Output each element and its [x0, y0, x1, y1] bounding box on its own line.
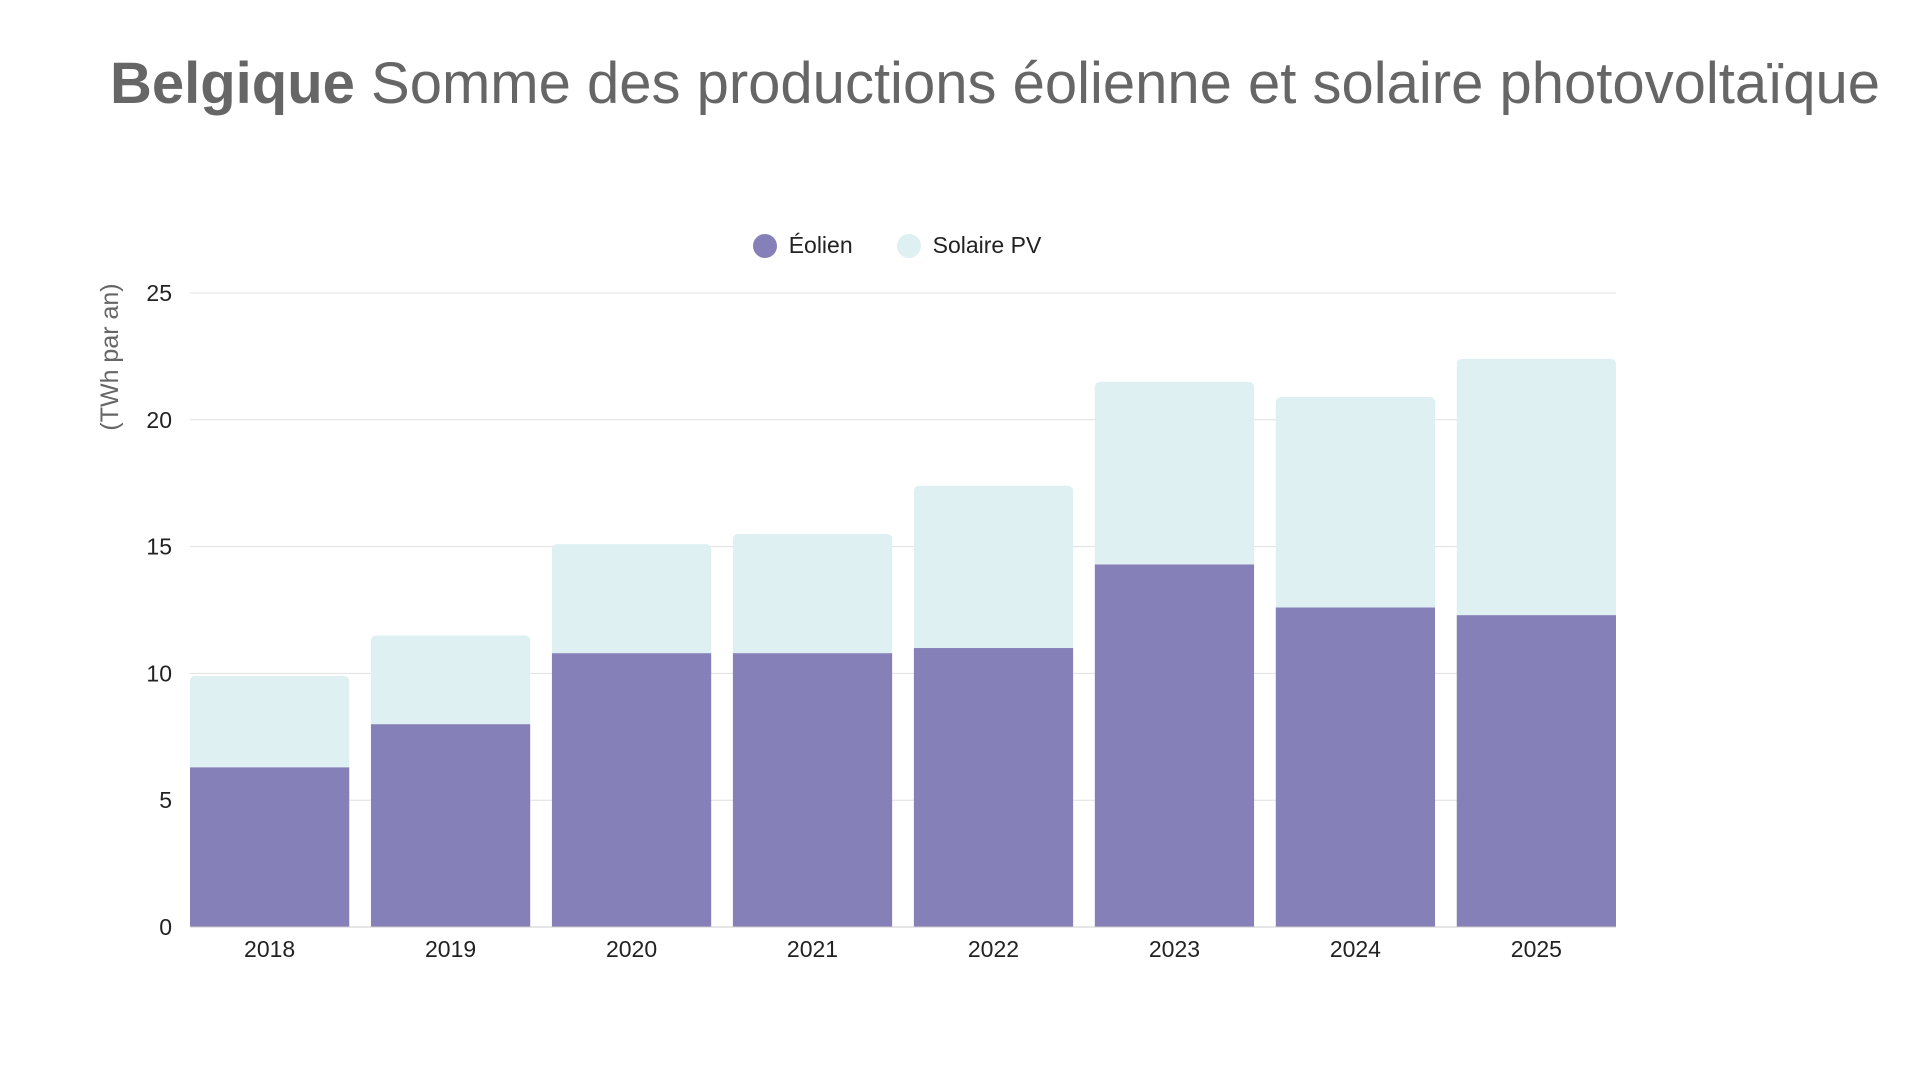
y-axis-title: (TWh par an)	[96, 283, 124, 430]
bar-segment-solar	[1456, 358, 1616, 616]
y-tick-label: 0	[159, 914, 172, 940]
bar-segment-wind	[551, 653, 712, 927]
bar-segment-solar	[732, 533, 893, 654]
legend-swatch-wind	[752, 233, 777, 258]
x-tick-label: 2021	[787, 936, 838, 962]
y-tick-label: 25	[146, 280, 172, 306]
y-tick-label: 10	[146, 660, 172, 686]
chart-title: Belgique Somme des productions éolienne …	[0, 50, 1920, 117]
bar-segment-wind	[913, 648, 1074, 927]
bar-segment-solar	[1275, 396, 1436, 608]
legend-swatch-solar	[896, 233, 921, 258]
legend-label-solar: Solaire PV	[932, 232, 1042, 258]
y-tick-label: 5	[159, 787, 172, 813]
bar-segment-wind	[1275, 607, 1436, 927]
bar-segment-solar	[913, 485, 1074, 649]
legend: Éolien Solaire PV	[0, 232, 1794, 259]
x-tick-label: 2025	[1511, 936, 1562, 962]
legend-label-wind: Éolien	[788, 232, 853, 258]
x-tick-label: 2018	[244, 936, 295, 962]
x-tick-label: 2019	[425, 936, 476, 962]
title-country: Belgique	[109, 51, 355, 116]
legend-item-wind: Éolien	[752, 232, 853, 259]
bar-segment-wind	[190, 767, 350, 927]
bar-segment-solar	[370, 635, 531, 725]
x-tick-label: 2024	[1330, 936, 1381, 962]
y-tick-label: 15	[146, 534, 172, 560]
title-text: Somme des productions éolienne et solair…	[371, 51, 1880, 116]
x-tick-label: 2023	[1149, 936, 1200, 962]
bar-segment-wind	[370, 724, 531, 927]
bar-segment-wind	[732, 653, 893, 927]
y-tick-label: 20	[146, 407, 172, 433]
bar-segment-solar	[190, 675, 350, 768]
x-tick-label: 2022	[968, 936, 1019, 962]
bar-segment-wind	[1456, 615, 1616, 927]
bar-segment-solar	[1094, 381, 1255, 565]
bar-segment-wind	[1094, 564, 1255, 927]
bar-segment-solar	[551, 544, 712, 654]
legend-item-solar: Solaire PV	[896, 232, 1042, 259]
x-tick-label: 2020	[606, 936, 657, 962]
